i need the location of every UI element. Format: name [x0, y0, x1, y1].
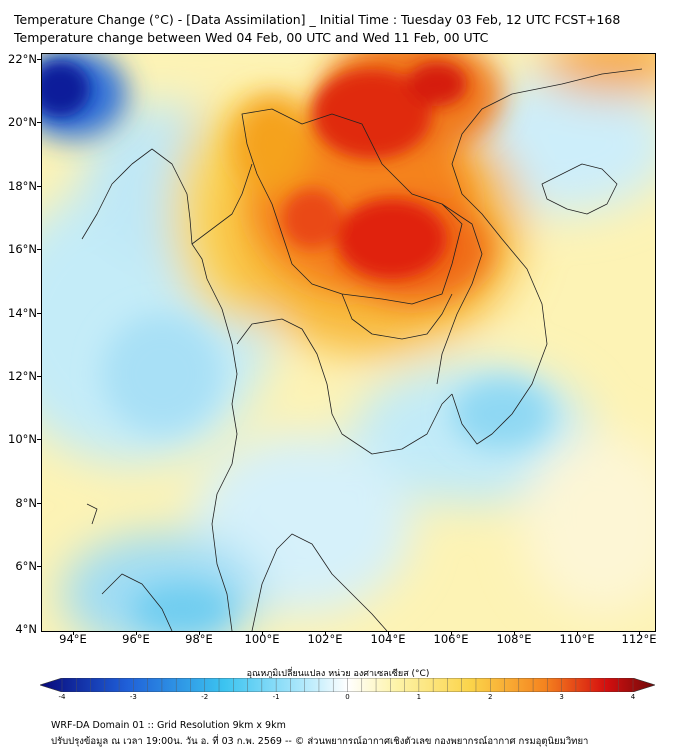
lon-label-94e: 94°E [59, 632, 87, 646]
lon-tick [514, 631, 515, 635]
lat-label-22n: 22°N [8, 52, 37, 66]
lon-tick [73, 631, 74, 635]
lon-tick [577, 631, 578, 635]
lon-label-102e: 102°E [307, 632, 343, 646]
colorbar-tick-label: 3 [559, 693, 564, 701]
map-title-line1: Temperature Change (°C) - [Data Assimila… [14, 12, 621, 27]
lon-tick [262, 631, 263, 635]
colorbar-tick-label: 0 [345, 693, 350, 701]
colorbar-tick-label: 4 [630, 693, 636, 701]
lat-label-8n: 8°N [15, 496, 37, 510]
map-title-line2: Temperature change between Wed 04 Feb, 0… [14, 30, 489, 45]
colorbar-tick-label: 2 [488, 693, 493, 701]
colorbar-tick-label: -1 [272, 693, 280, 701]
footer-model-info: WRF-DA Domain 01 :: Grid Resolution 9km … [51, 720, 286, 731]
lat-label-16n: 16°N [8, 242, 37, 256]
lat-label-10n: 10°N [8, 432, 37, 446]
lon-tick [136, 631, 137, 635]
lon-label-96e: 96°E [122, 632, 150, 646]
lat-label-4n: 4°N [15, 622, 37, 636]
lon-label-106e: 106°E [433, 632, 469, 646]
lat-tick [37, 439, 41, 440]
coastlines-and-borders [81, 68, 643, 631]
lat-tick [37, 503, 41, 504]
lon-label-108e: 108°E [496, 632, 532, 646]
lat-tick [37, 249, 41, 250]
lat-tick [37, 122, 41, 123]
colorbar-tick-label: 1 [416, 693, 422, 701]
lat-tick [37, 566, 41, 567]
colorbar-tick-label: -3 [129, 693, 137, 701]
lon-label-104e: 104°E [370, 632, 406, 646]
lon-label-98e: 98°E [185, 632, 213, 646]
colorbar-ticks [61, 678, 634, 692]
lat-tick [37, 186, 41, 187]
map-canvas [42, 54, 655, 631]
lon-tick [199, 631, 200, 635]
colorbar [40, 678, 655, 692]
colorbar-tick-label: -2 [201, 693, 209, 701]
lat-tick [37, 376, 41, 377]
lon-tick [388, 631, 389, 635]
colorbar-title: อุณหภูมิเปลี่ยนแปลง หน่วย องศาเซลเซียส (… [246, 669, 430, 679]
lat-label-14n: 14°N [8, 306, 37, 320]
lon-tick [451, 631, 452, 635]
lat-label-12n: 12°N [8, 369, 37, 383]
lon-label-110e: 110°E [559, 632, 595, 646]
lon-tick [639, 631, 640, 635]
lon-tick [325, 631, 326, 635]
colorbar-tick-label: -4 [58, 693, 66, 701]
lat-tick [37, 59, 41, 60]
lat-tick [37, 313, 41, 314]
lat-label-6n: 6°N [15, 559, 37, 573]
lon-label-100e: 100°E [244, 632, 280, 646]
lon-label-112e: 112°E [621, 632, 657, 646]
footer-update-info: ปรับปรุงข้อมูล ณ เวลา 19:00น. วัน อ. ที่… [51, 736, 589, 747]
lat-label-18n: 18°N [8, 179, 37, 193]
lat-label-20n: 20°N [8, 115, 37, 129]
temperature-change-map [41, 53, 656, 632]
